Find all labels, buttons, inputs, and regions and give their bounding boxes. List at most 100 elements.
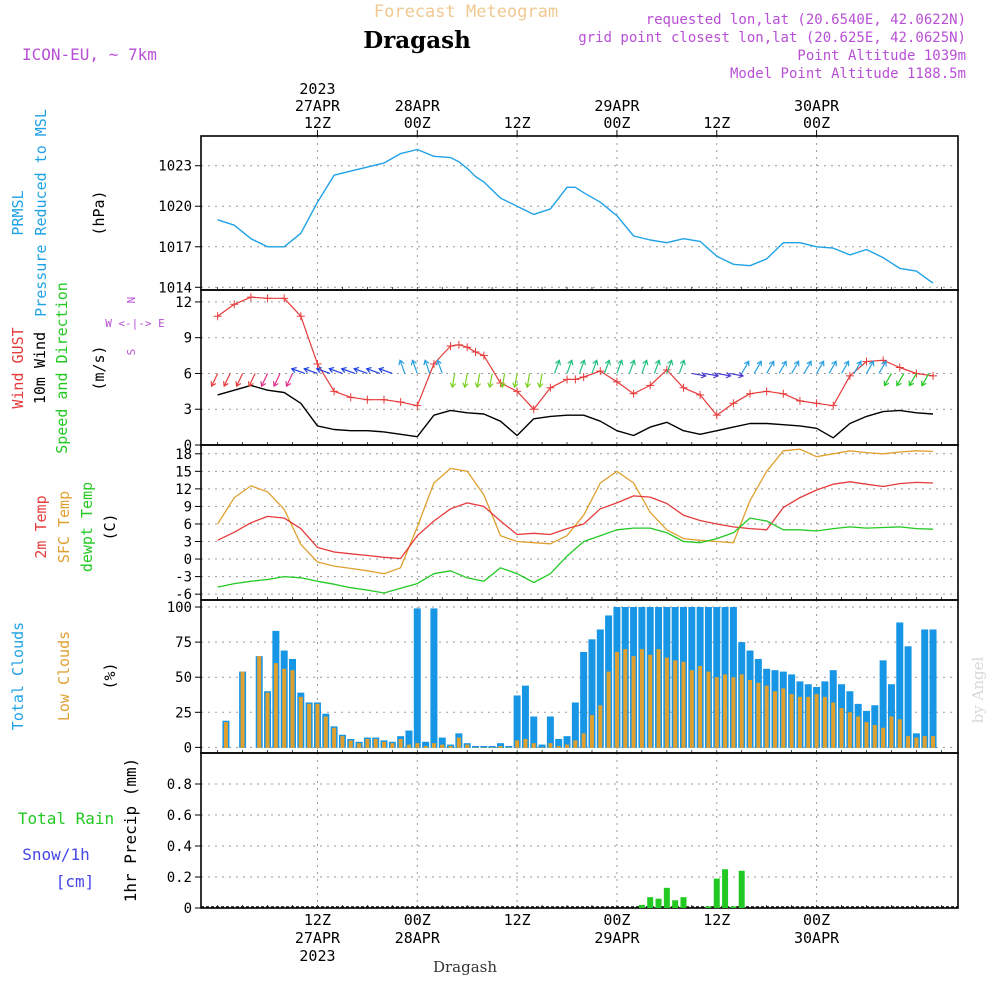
low-cloud-bar [656,649,661,748]
wind-gust-line [217,296,934,416]
gust-point [380,395,389,404]
total-cloud-bar [904,646,912,748]
wind-arrow-head [474,382,482,389]
wind-arrow-shaft [853,361,862,374]
wind-arrow-head [883,380,890,387]
wind-unit: (m/s) [90,345,108,390]
low-cloud-bar [548,743,553,748]
total-cloud-bar [472,745,480,748]
wind-arrow [641,359,649,374]
wind-arrow-shaft [628,360,635,374]
wind-arrow [487,373,494,389]
gust-point [696,390,705,399]
rain-bar [655,898,662,908]
low-cloud-bar [631,656,636,748]
low-cloud-bar [606,671,611,748]
wind-arrow [878,360,887,374]
low-cloud-bar [856,716,861,748]
total-cloud-bar [879,660,887,748]
wind-arrow [398,359,406,374]
gust-point [579,373,588,382]
wind-arrow [791,360,800,374]
precip-ytick-label: 0 [184,901,192,917]
gust-point [263,294,272,303]
low-cloud-bar [415,743,420,748]
temp-ytick-label: 6 [184,517,192,533]
wind-arrow-shaft [741,361,750,374]
rain-bar [722,869,729,908]
wind-arrow-shaft [704,372,719,377]
gust-point [845,371,854,380]
gust-point [346,393,355,402]
gust-point [479,351,488,360]
bottom-time-label: 28APR [395,929,441,947]
bottom-time-label: 12Z [504,911,531,929]
wind-arrow-head [896,380,902,387]
low-cloud-bar [382,741,387,748]
bottom-time-label: 00Z [803,911,830,929]
wind-arrow-head [378,367,385,373]
total-cloud-bar [530,716,538,748]
low-cloud-bar [623,649,628,748]
wind-arrow-head [499,382,507,389]
low-cloud-bar [739,674,744,748]
marks-layer [201,148,958,908]
wind-arrow [260,373,269,388]
location-title: Dragash [363,27,471,54]
low-cloud-bar [714,677,719,748]
total-cloud-bar [480,745,488,748]
wind-arrow-shaft [566,360,573,374]
gust-point [463,343,472,352]
low-cloud-bar [906,736,911,748]
gust-point [296,312,305,321]
clouds-unit: (%) [101,662,119,689]
total-cloud-bar [571,702,579,748]
temp-ytick-label: -3 [175,570,192,586]
wind-arrow [553,359,561,374]
wind-arrow [716,372,732,379]
wind-arrow-shaft [553,360,560,374]
low-cloud-bar [648,654,653,748]
total-cloud-bar [546,716,554,748]
wind-arrow-head [353,367,360,373]
gust-point [563,375,572,384]
total-cloud-bar [896,622,904,748]
low-cloud-bar [515,740,520,748]
wind-arrow-head [856,360,862,367]
wind-arrow [603,359,611,374]
low-cloud-bar [897,719,902,748]
clouds-ytick-label: 100 [167,600,192,616]
low-cloud-bar [748,680,753,748]
low-cloud-bar [406,744,411,748]
low-cloud-bar [240,671,245,748]
wind-arrow [449,373,457,389]
wind-arrow-shaft [653,360,660,374]
low-cloud-bar [781,688,786,748]
model-label: ICON-EU, ~ 7km [22,45,157,64]
dewpt-line [217,517,934,594]
low-cloud-bar [448,745,453,748]
rain-bar [663,887,670,908]
wind-ytick-label: 9 [184,331,192,347]
wind-arrow-shaft [489,373,493,388]
wind-arrow-shaft [908,373,917,386]
clouds-ytick-label: 25 [175,705,192,721]
wind-arrow-head [781,360,787,367]
wind-arrow-head [818,360,825,367]
total-cloud-bar [505,745,513,748]
wind-arrow-shaft [248,373,256,387]
low-cloud-bar [922,736,927,748]
low-cloud-bar [881,727,886,748]
pressure-ytick-label: 1017 [158,240,192,256]
gust-point [729,399,738,408]
wind-arrow-shaft [753,361,762,374]
wind-arrow [729,372,745,379]
precip-ytick-label: 0.8 [167,777,192,793]
low-cloud-bar [357,743,362,748]
low-cloud-bar [673,660,678,748]
wind-arrow [272,373,281,388]
wind-arrow [778,360,787,374]
total-cloud-bar [929,629,937,748]
temp-ytick-label: -6 [175,587,192,603]
gust-point [596,367,605,376]
